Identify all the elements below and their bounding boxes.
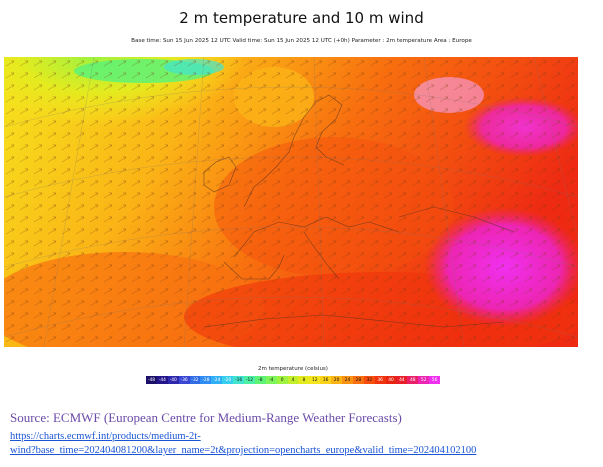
color-bar-tick: -4 xyxy=(269,378,274,383)
color-bar-tick: 44 xyxy=(399,378,405,383)
color-bar-tick: -16 xyxy=(234,378,243,383)
color-bar-tick: 20 xyxy=(333,378,340,383)
color-bar xyxy=(146,376,441,384)
color-bar-tick: 52 xyxy=(420,378,427,383)
color-bar-swatch xyxy=(265,376,277,384)
color-bar-tick: -28 xyxy=(202,378,210,383)
color-bar-tick: -24 xyxy=(213,378,221,383)
color-bar-tick: 40 xyxy=(388,378,394,383)
color-bar-swatch xyxy=(363,376,375,384)
color-bar-swatch xyxy=(211,376,223,384)
color-bar-swatch xyxy=(287,376,299,384)
color-bar-tick: 24 xyxy=(344,378,351,383)
color-bar-swatch xyxy=(244,376,255,384)
color-bar-tick: 0 xyxy=(280,378,284,383)
color-bar-tick: 28 xyxy=(355,378,362,383)
map-title: 2 m temperature and 10 m wind xyxy=(179,9,424,27)
source-link-continued[interactable]: wind?base_time=202404081200&layer_name=2… xyxy=(10,445,477,456)
color-bar-tick: -20 xyxy=(224,378,232,383)
color-bar-swatch xyxy=(429,376,441,384)
color-bar-tick: 8 xyxy=(302,378,306,383)
color-bar-tick: -48 xyxy=(147,378,156,383)
color-bar-swatch xyxy=(385,376,397,384)
color-bar-swatch xyxy=(276,376,288,384)
color-bar-swatch xyxy=(254,376,266,384)
color-bar-swatch xyxy=(342,376,353,384)
color-bar-swatch xyxy=(320,376,332,384)
color-bar-swatch xyxy=(200,376,212,384)
color-bar-swatch xyxy=(352,376,364,384)
color-bar-tick: 4 xyxy=(291,378,295,383)
color-bar-tick: -32 xyxy=(191,378,199,383)
color-bar-ticks: -48 -44 -40 -36 -32 -28 -24 -20 -16 -12 -8 -4 0 4 8 12 1… xyxy=(146,377,440,385)
color-bar-tick: 12 xyxy=(312,378,318,383)
color-bar-swatch xyxy=(189,376,201,384)
color-bar-swatch xyxy=(418,376,430,384)
color-bar-swatch xyxy=(309,376,321,384)
color-bar-tick: -36 xyxy=(180,378,188,383)
color-bar-tick: 48 xyxy=(410,378,416,383)
color-bar-swatch xyxy=(298,376,310,384)
color-bar-tick: 32 xyxy=(366,378,373,383)
color-bar-swatch xyxy=(407,376,419,384)
legend-title: 2m temperature (celsius) xyxy=(258,366,328,372)
color-bar-tick: 56 xyxy=(431,378,438,383)
color-bar-swatch xyxy=(374,376,386,384)
color-bar-swatch xyxy=(396,376,408,384)
color-bar-tick: 16 xyxy=(322,378,329,383)
color-bar-swatch xyxy=(156,376,168,384)
color-bar-tick: -44 xyxy=(158,378,166,383)
color-bar-swatch xyxy=(331,376,343,384)
color-bar-tick: -12 xyxy=(245,378,254,383)
color-bar-tick: -8 xyxy=(258,378,263,383)
color-bar-swatch xyxy=(222,376,234,384)
map-subtitle: Base time: Sun 15 Jun 2025 12 UTC Valid … xyxy=(131,38,472,44)
color-bar-tick: -40 xyxy=(169,378,177,383)
color-bar-swatch xyxy=(178,376,190,384)
color-bar-swatch xyxy=(167,376,179,384)
color-bar-swatch xyxy=(233,376,245,384)
source-link[interactable]: https://charts.ecmwf.int/products/medium… xyxy=(10,431,201,442)
color-bar-swatch xyxy=(146,376,157,384)
source-caption: Source: ECMWF (European Centre for Mediu… xyxy=(10,410,402,425)
color-bar-tick: 36 xyxy=(377,378,383,383)
wind-arrows xyxy=(4,57,578,347)
temperature-map xyxy=(4,57,578,347)
